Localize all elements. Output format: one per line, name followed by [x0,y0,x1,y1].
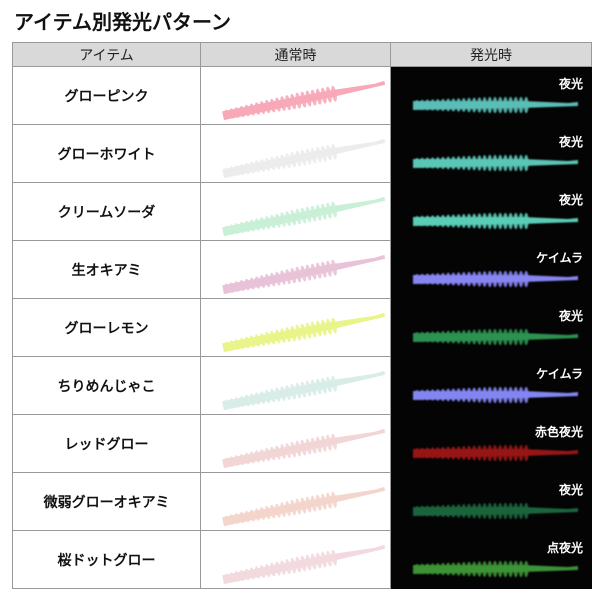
glowing-worm-image [413,444,578,461]
table-row: クリームソーダ 夜光 [12,182,592,241]
worm-image [222,80,386,120]
glowing-worm-image [413,328,578,345]
normal-cell [200,240,391,299]
worm-image [222,138,386,178]
glow-type-label: 赤色夜光 [534,425,583,439]
glowing-worm-image [413,154,578,171]
glowing-worm-image [413,212,578,229]
normal-cell [200,414,391,473]
glow-pattern-table: アイテム 通常時 発光時 グローピンク 夜光 グローホワイト 夜光 クリームソーダ … [12,42,592,589]
table-row: グローホワイト 夜光 [12,124,592,183]
glow-cell: ケイムラ [390,356,592,415]
table-row: グローレモン 夜光 [12,298,592,357]
worm-image [222,486,386,526]
glow-type-label: 夜光 [558,77,583,91]
item-name: グローレモン [12,298,201,357]
header-item: アイテム [12,42,201,67]
glow-type-label: ケイムラ [536,251,583,265]
glow-type-label: 点夜光 [546,541,583,555]
glowing-worm-image [413,386,578,403]
table-row: 桜ドットグロー 点夜光 [12,530,592,589]
item-name: ちりめんじゃこ [12,356,201,415]
glow-type-label: 夜光 [558,135,583,149]
glow-type-label: ケイムラ [536,367,583,381]
page-title: アイテム別発光パターン [14,10,231,34]
header-glow: 発光時 [390,42,592,67]
table-row: 生オキアミ ケイムラ [12,240,592,299]
table-row: 微弱グローオキアミ 夜光 [12,472,592,531]
worm-image [222,428,386,468]
glow-cell: 夜光 [390,66,592,125]
item-name: グローホワイト [12,124,201,183]
glowing-worm-image [413,502,578,519]
normal-cell [200,66,391,125]
normal-cell [200,124,391,183]
glow-cell: ケイムラ [390,240,592,299]
table-row: レッドグロー 赤色夜光 [12,414,592,473]
glow-cell: 夜光 [390,182,592,241]
item-name: 生オキアミ [12,240,201,299]
glow-cell: 点夜光 [390,530,592,589]
glow-cell: 夜光 [390,298,592,357]
glowing-worm-image [413,560,578,577]
item-name: クリームソーダ [12,182,201,241]
header-normal: 通常時 [200,42,391,67]
glow-cell: 夜光 [390,124,592,183]
worm-image [222,370,386,410]
item-name: 微弱グローオキアミ [12,472,201,531]
glow-cell: 夜光 [390,472,592,531]
normal-cell [200,298,391,357]
table-row: グローピンク 夜光 [12,66,592,125]
glow-cell: 赤色夜光 [390,414,592,473]
worm-image [222,254,386,294]
worm-image [222,544,386,584]
glow-type-label: 夜光 [558,193,583,207]
glow-type-label: 夜光 [558,309,583,323]
normal-cell [200,530,391,589]
item-name: グローピンク [12,66,201,125]
worm-image [222,312,386,352]
table-row: ちりめんじゃこ ケイムラ [12,356,592,415]
item-name: 桜ドットグロー [12,530,201,589]
worm-image [222,196,386,236]
item-name: レッドグロー [12,414,201,473]
glow-type-label: 夜光 [558,483,583,497]
table-header-row: アイテム 通常時 発光時 [12,42,592,67]
normal-cell [200,472,391,531]
normal-cell [200,356,391,415]
normal-cell [200,182,391,241]
glowing-worm-image [413,270,578,287]
glowing-worm-image [413,96,578,113]
